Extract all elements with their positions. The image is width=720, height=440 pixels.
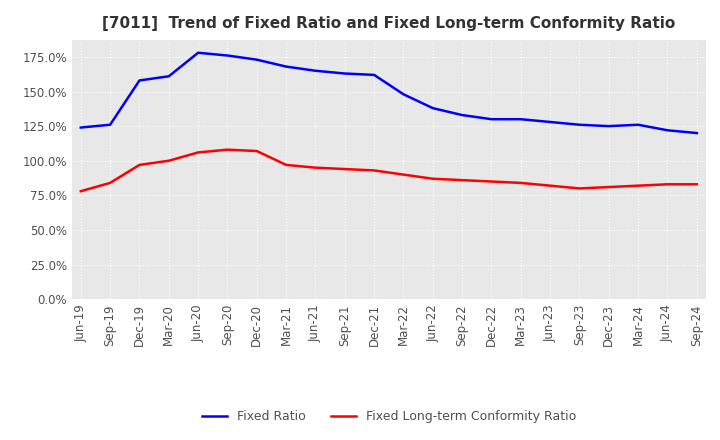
Fixed Ratio [135, 78, 144, 83]
Line: Fixed Ratio: Fixed Ratio [81, 53, 697, 133]
Fixed Ratio [370, 72, 379, 77]
Fixed Long-term Conformity Ratio [135, 162, 144, 168]
Fixed Ratio [546, 119, 554, 125]
Fixed Long-term Conformity Ratio [663, 182, 672, 187]
Fixed Ratio [428, 106, 437, 111]
Fixed Ratio [253, 57, 261, 62]
Fixed Long-term Conformity Ratio [106, 180, 114, 186]
Fixed Long-term Conformity Ratio [253, 148, 261, 154]
Fixed Long-term Conformity Ratio [516, 180, 525, 186]
Fixed Ratio [575, 122, 584, 128]
Fixed Ratio [634, 122, 642, 128]
Fixed Ratio [106, 122, 114, 128]
Fixed Long-term Conformity Ratio [605, 184, 613, 190]
Fixed Ratio [341, 71, 349, 76]
Fixed Ratio [516, 117, 525, 122]
Fixed Long-term Conformity Ratio [399, 172, 408, 177]
Fixed Long-term Conformity Ratio [428, 176, 437, 181]
Legend: Fixed Ratio, Fixed Long-term Conformity Ratio: Fixed Ratio, Fixed Long-term Conformity … [197, 405, 581, 428]
Fixed Ratio [76, 125, 85, 130]
Title: [7011]  Trend of Fixed Ratio and Fixed Long-term Conformity Ratio: [7011] Trend of Fixed Ratio and Fixed Lo… [102, 16, 675, 32]
Fixed Ratio [487, 117, 496, 122]
Line: Fixed Long-term Conformity Ratio: Fixed Long-term Conformity Ratio [81, 150, 697, 191]
Fixed Ratio [223, 53, 232, 58]
Fixed Long-term Conformity Ratio [370, 168, 379, 173]
Fixed Ratio [663, 128, 672, 133]
Fixed Ratio [605, 124, 613, 129]
Fixed Ratio [282, 64, 290, 69]
Fixed Long-term Conformity Ratio [634, 183, 642, 188]
Fixed Long-term Conformity Ratio [282, 162, 290, 168]
Fixed Long-term Conformity Ratio [487, 179, 496, 184]
Fixed Long-term Conformity Ratio [341, 166, 349, 172]
Fixed Long-term Conformity Ratio [575, 186, 584, 191]
Fixed Long-term Conformity Ratio [311, 165, 320, 170]
Fixed Ratio [399, 92, 408, 97]
Fixed Long-term Conformity Ratio [223, 147, 232, 152]
Fixed Long-term Conformity Ratio [458, 177, 467, 183]
Fixed Ratio [693, 130, 701, 136]
Fixed Long-term Conformity Ratio [164, 158, 173, 163]
Fixed Long-term Conformity Ratio [76, 189, 85, 194]
Fixed Ratio [164, 73, 173, 79]
Fixed Long-term Conformity Ratio [693, 182, 701, 187]
Fixed Ratio [311, 68, 320, 73]
Fixed Long-term Conformity Ratio [194, 150, 202, 155]
Fixed Long-term Conformity Ratio [546, 183, 554, 188]
Fixed Ratio [194, 50, 202, 55]
Fixed Ratio [458, 112, 467, 117]
